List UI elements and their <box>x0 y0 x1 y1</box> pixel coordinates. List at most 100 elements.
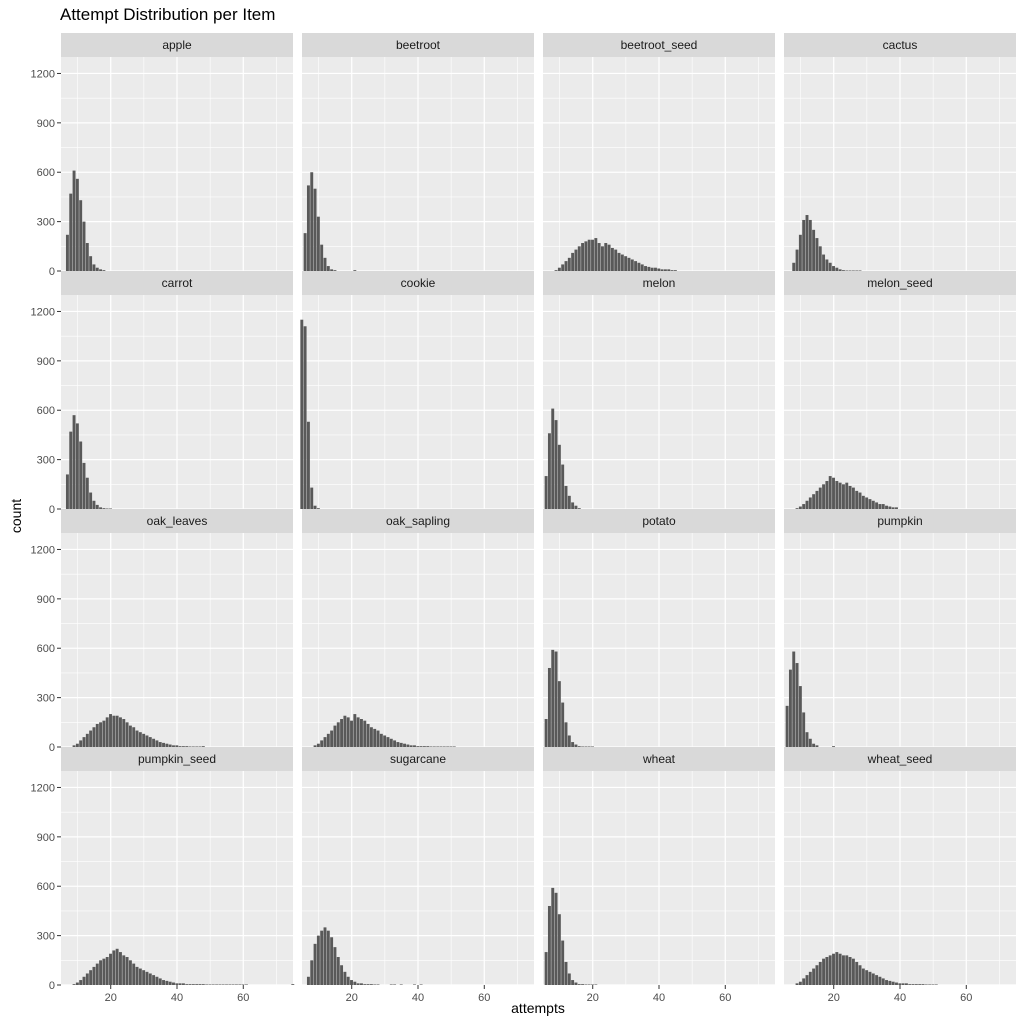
histogram-bar <box>185 746 189 747</box>
histogram-bar <box>353 981 357 985</box>
facet-strip-label: potato <box>642 514 676 528</box>
histogram-bar <box>845 955 849 985</box>
histogram-bar <box>320 930 324 985</box>
histogram-bar <box>336 722 340 747</box>
histogram-bar <box>346 976 350 985</box>
histogram-bar <box>366 984 370 985</box>
y-tick-label: 900 <box>37 594 55 606</box>
histogram-bar <box>818 961 822 985</box>
facet-strip <box>784 747 1016 771</box>
histogram-bar <box>69 431 73 509</box>
y-tick-label: 900 <box>37 356 55 368</box>
facet-strip <box>302 747 534 771</box>
histogram-bar <box>185 984 189 985</box>
histogram-bar <box>822 958 826 985</box>
histogram-bar <box>785 705 789 747</box>
histogram-bar <box>316 935 320 985</box>
histogram-bar <box>574 505 578 509</box>
histogram-bar <box>908 984 912 985</box>
facet-panel-beetroot_seed: beetroot_seed <box>543 33 775 272</box>
histogram-bar <box>838 269 842 271</box>
histogram-bar <box>99 960 103 985</box>
histogram-bar <box>561 464 565 509</box>
histogram-bar <box>571 980 575 985</box>
histogram-bar <box>571 252 575 271</box>
histogram-bar <box>557 914 561 985</box>
histogram-bar <box>828 262 832 271</box>
histogram-bar <box>333 947 337 985</box>
histogram-bar <box>376 730 380 747</box>
histogram-bar <box>904 983 908 985</box>
y-tick-label: 1200 <box>31 68 55 80</box>
histogram-bar <box>815 745 819 747</box>
y-tick-label: 0 <box>49 266 55 278</box>
histogram-bar <box>865 497 869 509</box>
histogram-bar <box>875 975 879 985</box>
histogram-bar <box>313 745 317 747</box>
y-tick-label: 300 <box>37 693 55 705</box>
histogram-bar <box>399 742 403 747</box>
histogram-bar <box>544 476 548 509</box>
histogram-bar <box>102 958 106 985</box>
histogram-bar <box>191 984 195 985</box>
histogram-bar <box>323 737 327 747</box>
histogram-bar <box>848 957 852 985</box>
y-tick-label: 600 <box>37 167 55 179</box>
histogram-bar <box>152 738 156 747</box>
histogram-bar <box>544 719 548 747</box>
histogram-bar <box>135 966 139 985</box>
histogram-bar <box>818 487 822 509</box>
histogram-bar <box>812 968 816 985</box>
histogram-bar <box>901 983 905 985</box>
histogram-bar <box>346 717 350 747</box>
histogram-bar <box>895 507 898 509</box>
histogram-bar <box>92 727 96 747</box>
histogram-bar <box>798 686 802 747</box>
histogram-bar <box>878 976 882 985</box>
facet-panel-oak_leaves: oak_leaves 0 300 600 900 1200 <box>31 509 293 754</box>
histogram-bar <box>82 976 86 985</box>
histogram-bar <box>155 976 159 985</box>
histogram-bar <box>92 966 96 985</box>
histogram-bar <box>551 649 555 747</box>
histogram-bar <box>416 746 420 747</box>
histogram-bar <box>805 732 809 747</box>
y-tick-label: 900 <box>37 118 55 130</box>
histogram-bar <box>604 243 608 271</box>
facet-strip <box>61 747 293 771</box>
histogram-bar <box>667 269 671 271</box>
histogram-bar <box>132 727 136 747</box>
histogram-bar <box>878 504 882 509</box>
histogram-bar <box>554 651 558 747</box>
histogram-bar <box>663 269 667 271</box>
histogram-bar <box>369 984 373 985</box>
histogram-bar <box>360 983 363 985</box>
histogram-bar <box>601 246 604 271</box>
histogram-bar <box>105 717 109 747</box>
histogram-bar <box>795 983 799 985</box>
histogram-bar <box>624 256 628 271</box>
histogram-bar <box>914 984 918 985</box>
histogram-bar <box>571 502 575 509</box>
histogram-bar <box>201 984 205 985</box>
histogram-bar <box>815 238 819 271</box>
facet-strip-label: melon_seed <box>867 276 932 290</box>
histogram-bar <box>584 241 588 271</box>
y-tick-label: 0 <box>49 980 55 992</box>
facet-strip-label: wheat <box>642 752 676 766</box>
histogram-bar <box>172 982 175 985</box>
histogram-bar <box>802 978 806 985</box>
histogram-bar <box>89 730 93 747</box>
histogram-bar <box>832 953 835 985</box>
histogram-bar <box>82 737 86 747</box>
facet-panel-carrot: carrot 0 300 600 900 1200 <box>31 271 293 516</box>
histogram-bar <box>561 940 565 985</box>
histogram-bar <box>350 980 353 985</box>
histogram-bar <box>92 500 96 509</box>
histogram-bar <box>168 981 172 985</box>
histogram-bar <box>132 963 136 985</box>
histogram-bar <box>65 474 69 509</box>
histogram-bar <box>343 715 347 747</box>
facet-strip-label: carrot <box>162 276 193 290</box>
histogram-bar <box>403 743 406 747</box>
